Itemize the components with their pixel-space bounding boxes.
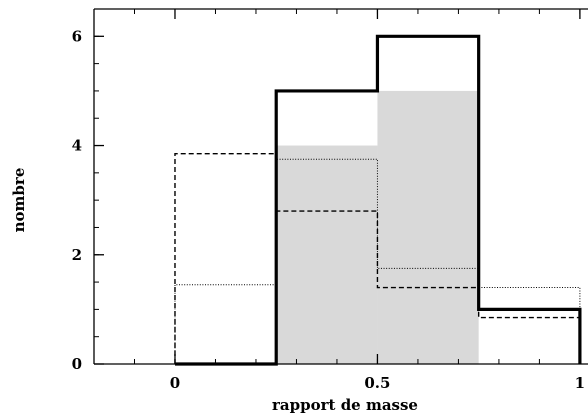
y-tick-label: 2 (72, 246, 82, 264)
y-tick-label: 0 (72, 355, 82, 373)
axes (93, 8, 588, 365)
x-axis-title: rapport de masse (272, 396, 418, 414)
x-tick-label: 1 (575, 374, 585, 392)
outline-histogram-layer (174, 34, 582, 366)
tick-labels: 0 0.5 1 0 2 4 6 (72, 27, 586, 392)
filled-bar-1 (377, 90, 479, 364)
dashed-histogram-line (174, 153, 581, 364)
y-tick-label: 6 (72, 27, 82, 45)
filled-histogram-layer (276, 90, 479, 364)
solid-thick-histogram-line (174, 34, 582, 366)
filled-bar-0 (276, 145, 378, 364)
x-tick-label: 0 (170, 374, 180, 392)
y-tick-label: 4 (72, 137, 82, 155)
y-axis-title: nombre (10, 168, 28, 233)
x-tick-label: 0.5 (364, 374, 390, 392)
